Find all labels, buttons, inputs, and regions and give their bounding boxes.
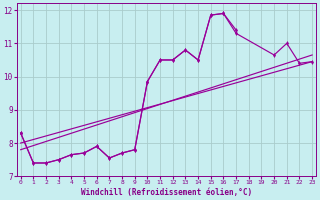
- X-axis label: Windchill (Refroidissement éolien,°C): Windchill (Refroidissement éolien,°C): [81, 188, 252, 197]
